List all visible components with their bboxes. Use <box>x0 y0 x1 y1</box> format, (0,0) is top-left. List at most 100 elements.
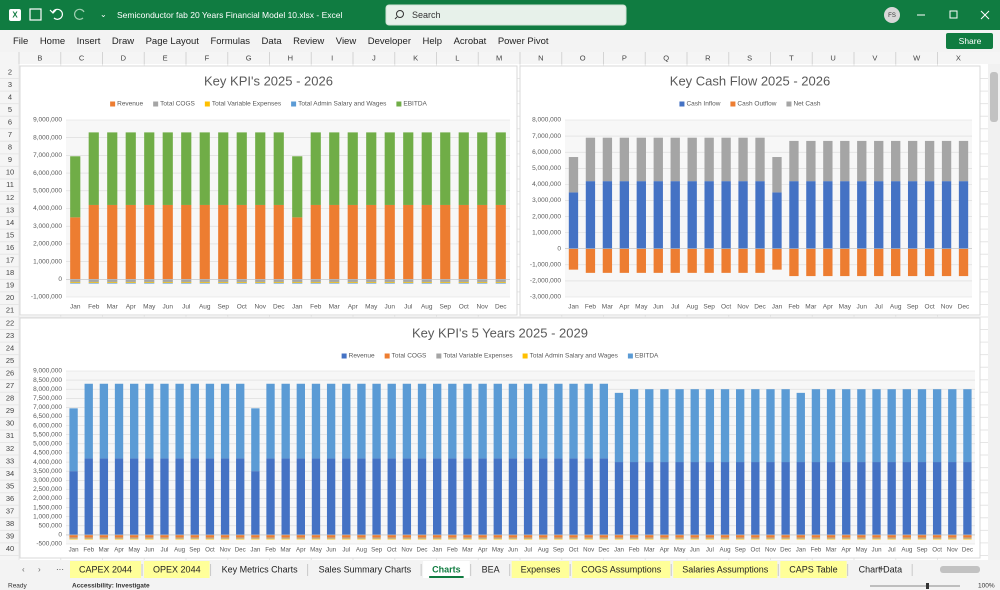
bar-segment <box>459 283 469 284</box>
x-tick-label: Apr <box>114 547 124 554</box>
sheet-tab-label[interactable]: BEA <box>482 564 500 574</box>
bar-segment <box>70 279 80 282</box>
tab-next[interactable]: › <box>38 565 41 574</box>
bar-segment <box>706 389 714 462</box>
bar-segment <box>145 458 153 534</box>
bar-segment <box>554 538 562 539</box>
menu-item[interactable]: File <box>13 36 28 47</box>
menu-item[interactable]: Acrobat <box>454 36 487 47</box>
bar-segment <box>89 132 99 205</box>
bar-segment <box>357 458 365 534</box>
y-tick-label: 7,500,000 <box>33 395 62 402</box>
bar-segment <box>615 538 623 539</box>
row-header: 25 <box>6 356 14 365</box>
bar-segment <box>874 181 883 249</box>
tab-prev[interactable]: ‹ <box>22 565 25 574</box>
bar-segment <box>603 249 612 273</box>
menu-item[interactable]: Data <box>262 36 283 47</box>
bar-segment <box>888 539 896 540</box>
sheet-tab-label[interactable]: OPEX 2044 <box>153 564 201 574</box>
bar-segment <box>772 249 781 270</box>
zoom-thumb[interactable] <box>926 583 929 589</box>
bar-segment <box>181 283 191 284</box>
x-tick-label: Mar <box>99 547 110 554</box>
legend-label: Total Variable Expenses <box>212 101 282 108</box>
bar-segment <box>615 535 623 538</box>
sheet-tab-label[interactable]: Salaries Assumptions <box>682 564 769 574</box>
sheet-tab-label[interactable]: Charts <box>432 564 461 574</box>
bar-segment <box>789 181 798 249</box>
tab-more[interactable]: ··· <box>56 565 64 574</box>
sheet-tab-label[interactable]: Expenses <box>521 564 561 574</box>
bar-segment <box>388 384 396 459</box>
x-tick-label: Jan <box>796 547 807 554</box>
bar-segment <box>963 538 971 539</box>
menu-item[interactable]: Page Layout <box>146 36 200 47</box>
bar-segment <box>366 205 376 279</box>
menu-item[interactable]: Home <box>40 36 65 47</box>
row-header: 40 <box>6 544 14 553</box>
accessibility-status[interactable]: Accessibility: Investigate <box>72 583 150 590</box>
bar-segment <box>115 539 123 540</box>
x-tick-label: Aug <box>421 304 433 311</box>
bar-segment <box>191 535 199 538</box>
bar-segment <box>675 462 683 535</box>
menu-item[interactable]: Power Pivot <box>498 36 549 47</box>
bar-segment <box>766 535 774 538</box>
row-header: 6 <box>8 117 12 126</box>
bar-segment <box>433 535 441 538</box>
menu-item[interactable]: Formulas <box>210 36 250 47</box>
x-tick-label: Dec <box>780 547 791 554</box>
qat-more[interactable]: ⌄ <box>100 10 107 19</box>
bar-segment <box>85 458 93 534</box>
bar-segment <box>255 205 265 279</box>
bar-segment <box>422 279 432 282</box>
bar-segment <box>348 279 358 282</box>
bar-segment <box>311 283 321 284</box>
vertical-scrollbar[interactable] <box>988 64 1000 560</box>
bar-segment <box>200 205 210 279</box>
add-sheet[interactable]: + <box>878 563 884 575</box>
horizontal-scroll-thumb[interactable] <box>940 566 980 573</box>
bar-segment <box>721 138 730 181</box>
bar-segment <box>175 458 183 534</box>
x-tick-label: Nov <box>737 304 749 311</box>
sheet-tab-label[interactable]: Sales Summary Charts <box>319 564 412 574</box>
menu-item[interactable]: Developer <box>368 36 411 47</box>
menu-item[interactable]: Help <box>423 36 443 47</box>
bar-segment <box>448 535 456 538</box>
bar-segment <box>812 535 820 538</box>
sheet-tab-label[interactable]: CAPEX 2044 <box>79 564 132 574</box>
bar-segment <box>448 539 456 540</box>
y-tick-label: 1,500,000 <box>33 504 62 511</box>
bar-segment <box>312 539 320 540</box>
bar-segment <box>385 205 395 279</box>
excel-logo-letter: X <box>12 11 18 20</box>
scroll-thumb[interactable] <box>990 72 998 122</box>
share-label[interactable]: Share <box>959 36 982 46</box>
bar-segment <box>903 535 911 538</box>
menu-item[interactable]: Draw <box>112 36 134 47</box>
sheet-tab-label[interactable]: Key Metrics Charts <box>222 564 299 574</box>
bar-segment <box>312 458 320 534</box>
bar-segment <box>797 539 805 540</box>
menu-item[interactable]: View <box>336 36 357 47</box>
x-tick-label: Dec <box>962 547 973 554</box>
sheet-tab-label[interactable]: COGS Assumptions <box>581 564 662 574</box>
legend-swatch <box>396 102 401 107</box>
sheet-tab-label[interactable]: CAPS Table <box>789 564 837 574</box>
row-header: 36 <box>6 494 14 503</box>
menu-item[interactable]: Insert <box>77 36 101 47</box>
x-tick-label: Nov <box>583 547 595 554</box>
search-placeholder[interactable]: Search <box>412 10 441 20</box>
x-tick-label: Jun <box>326 547 337 554</box>
bar-segment <box>422 283 432 284</box>
menu-item[interactable]: Review <box>293 36 324 47</box>
bar-segment <box>366 132 376 205</box>
bar-segment <box>115 535 123 538</box>
bar-segment <box>266 458 274 534</box>
row-header: 18 <box>6 268 14 277</box>
y-tick-label: 1,000,000 <box>33 513 62 520</box>
bar-segment <box>130 384 138 459</box>
bar-segment <box>329 283 339 284</box>
